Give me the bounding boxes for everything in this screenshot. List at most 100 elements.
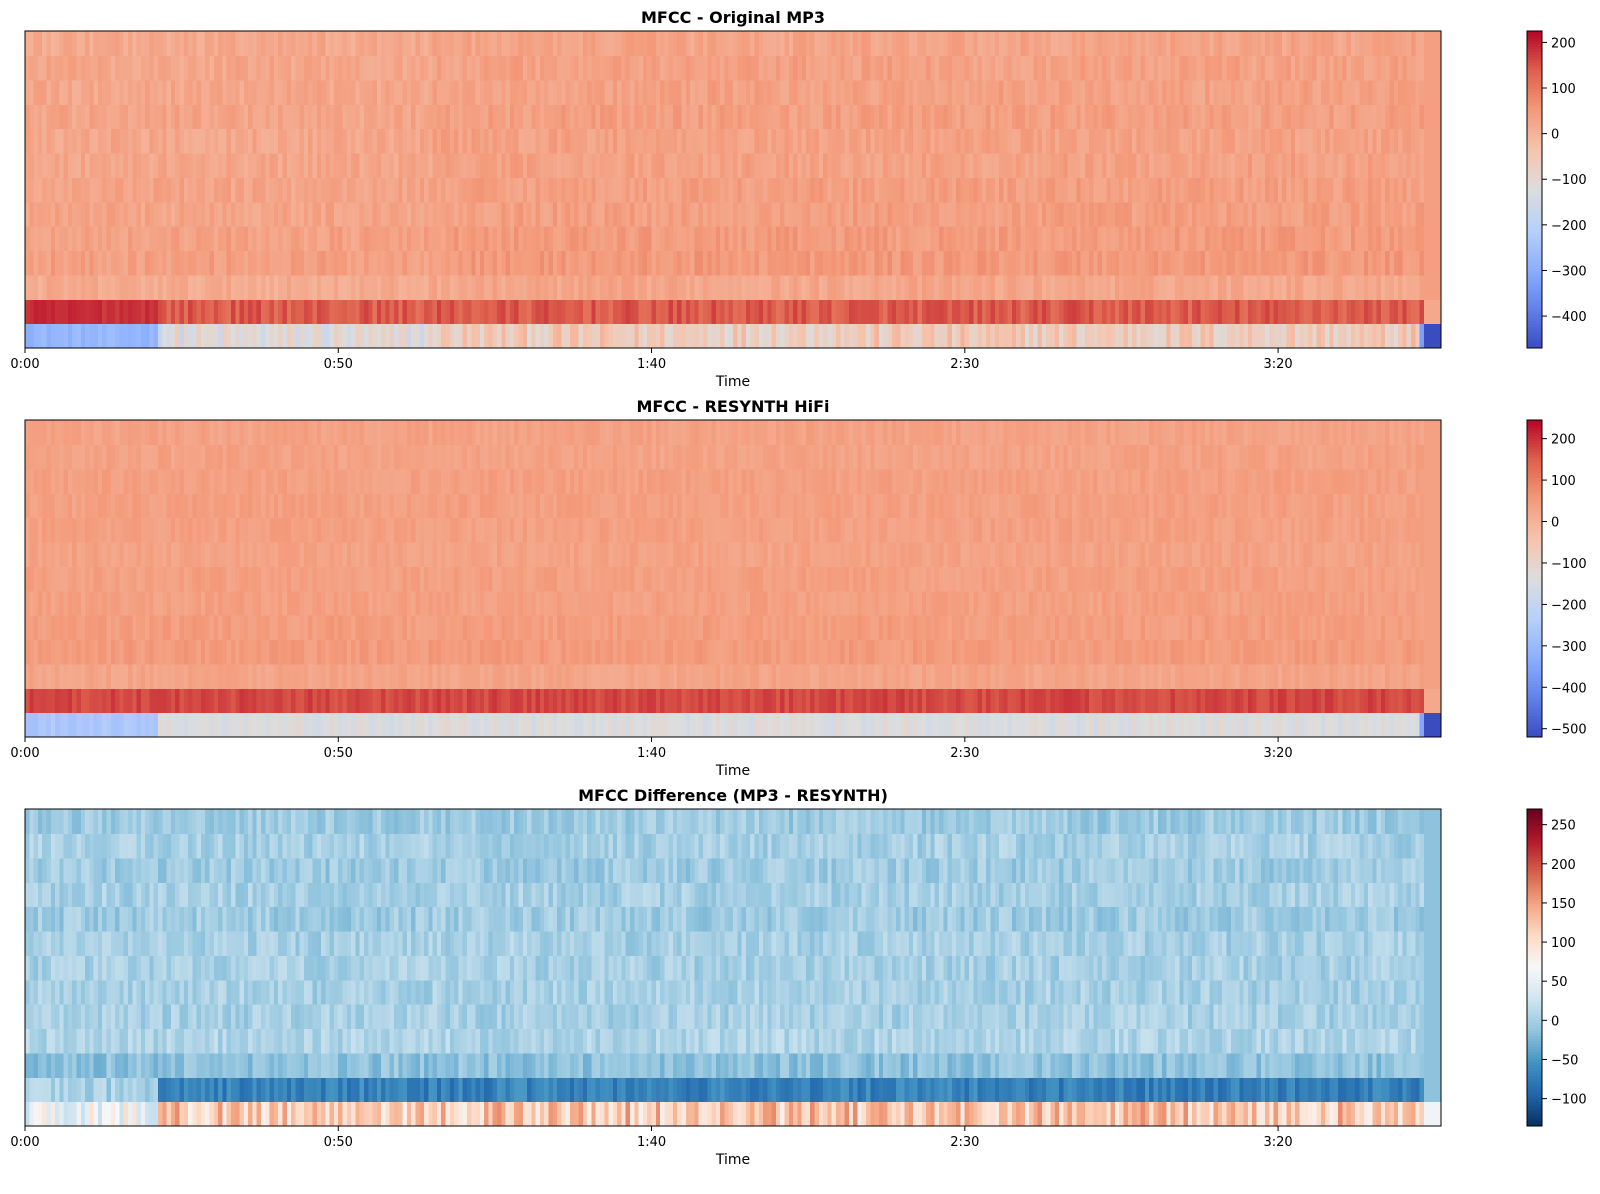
heatmap-cell — [921, 152, 927, 178]
heatmap-cell — [1389, 152, 1395, 178]
heatmap-cell — [1007, 177, 1013, 203]
heatmap-cell — [458, 299, 464, 325]
heatmap-cell — [1346, 201, 1352, 227]
heatmap-cell — [1046, 299, 1052, 325]
heatmap-cell — [1239, 104, 1245, 130]
heatmap-cell — [406, 79, 412, 105]
heatmap-cell — [484, 79, 490, 105]
heatmap-cell — [140, 31, 146, 56]
heatmap-cell — [1205, 250, 1210, 276]
heatmap-cell — [1037, 104, 1043, 130]
heatmap-cell — [801, 104, 807, 130]
heatmap-cell — [342, 323, 348, 349]
heatmap-cell — [1256, 104, 1262, 130]
heatmap-cell — [1222, 177, 1228, 203]
heatmap-cell — [1084, 55, 1090, 81]
heatmap-cell — [1196, 274, 1202, 300]
heatmap-cell — [587, 104, 592, 130]
heatmap-cell — [351, 274, 356, 300]
heatmap-cell — [1102, 104, 1107, 130]
heatmap-cell — [990, 128, 996, 154]
heatmap-cell — [853, 104, 859, 130]
heatmap-cell — [1226, 323, 1232, 349]
heatmap-cell — [672, 201, 678, 227]
heatmap-cell — [711, 152, 717, 178]
heatmap-cell — [737, 323, 743, 349]
heatmap-cell — [767, 201, 773, 227]
heatmap-cell — [685, 299, 691, 325]
heatmap-cell — [1333, 79, 1339, 105]
heatmap-cell — [767, 104, 773, 130]
heatmap-cell — [243, 688, 249, 714]
heatmap-cell — [947, 250, 953, 276]
heatmap-cell — [668, 79, 674, 105]
heatmap-cell — [866, 55, 871, 81]
heatmap-cell — [325, 274, 331, 300]
heatmap-cell — [694, 31, 700, 56]
heatmap-cell — [188, 250, 193, 276]
colorbar-step — [1527, 181, 1542, 185]
heatmap-cell — [346, 152, 352, 178]
heatmap-cell — [1046, 152, 1052, 178]
heatmap-cell — [97, 274, 103, 300]
heatmap-cell — [140, 250, 146, 276]
heatmap-cell — [394, 31, 399, 56]
heatmap-cell — [1380, 712, 1386, 738]
heatmap-cell — [1269, 299, 1275, 325]
heatmap-cell — [1282, 299, 1288, 325]
heatmap-cell — [1127, 323, 1133, 349]
heatmap-cell — [651, 688, 657, 714]
heatmap-cell — [230, 299, 236, 325]
heatmap-cell — [625, 201, 631, 227]
heatmap-cell — [76, 250, 82, 276]
heatmap-cell — [634, 55, 640, 81]
heatmap-cell — [466, 323, 472, 349]
heatmap-cell — [145, 177, 151, 203]
heatmap-cell — [1282, 128, 1288, 154]
heatmap-cell — [926, 31, 931, 56]
heatmap-cell — [642, 177, 648, 203]
heatmap-cell — [522, 152, 528, 178]
heatmap-cell — [140, 104, 146, 130]
heatmap-cell — [1389, 712, 1395, 738]
heatmap-cell — [1110, 299, 1116, 325]
heatmap-cell — [303, 201, 309, 227]
heatmap-cell — [166, 31, 172, 56]
heatmap-cell — [1192, 712, 1198, 738]
heatmap-cell — [518, 323, 524, 349]
heatmap-cell — [273, 31, 279, 56]
heatmap-cell — [569, 104, 575, 130]
heatmap-cell — [454, 177, 459, 203]
heatmap-cell — [1132, 201, 1137, 227]
heatmap-cell — [1235, 712, 1240, 738]
heatmap-cell — [1290, 152, 1296, 178]
heatmap-cell — [1368, 128, 1373, 154]
heatmap-cell — [1393, 104, 1399, 130]
heatmap-cell — [162, 104, 168, 130]
heatmap-cell — [63, 201, 69, 227]
heatmap-cell — [702, 55, 708, 81]
heatmap-cell — [1119, 712, 1125, 738]
heatmap-cell — [269, 177, 275, 203]
heatmap-cell — [475, 152, 481, 178]
heatmap-cell — [252, 177, 258, 203]
heatmap-row-coef-7 — [25, 152, 1442, 178]
heatmap-cell — [158, 104, 163, 130]
heatmap-cell — [162, 31, 168, 56]
heatmap-cell — [389, 128, 395, 154]
heatmap-cell — [930, 79, 936, 105]
heatmap-cell — [200, 55, 206, 81]
heatmap-cell — [235, 31, 241, 56]
heatmap-cell — [1320, 104, 1326, 130]
heatmap-cell — [896, 128, 901, 154]
heatmap-cell — [1179, 712, 1185, 738]
heatmap-cell — [282, 201, 288, 227]
heatmap-cell — [621, 31, 627, 56]
heatmap-cell — [844, 79, 850, 105]
heatmap-cell — [1355, 201, 1361, 227]
heatmap-cell — [1342, 128, 1348, 154]
heatmap-cell — [724, 226, 730, 252]
heatmap-cell — [926, 299, 931, 325]
heatmap-cell — [969, 104, 974, 130]
heatmap-cell — [209, 31, 215, 56]
